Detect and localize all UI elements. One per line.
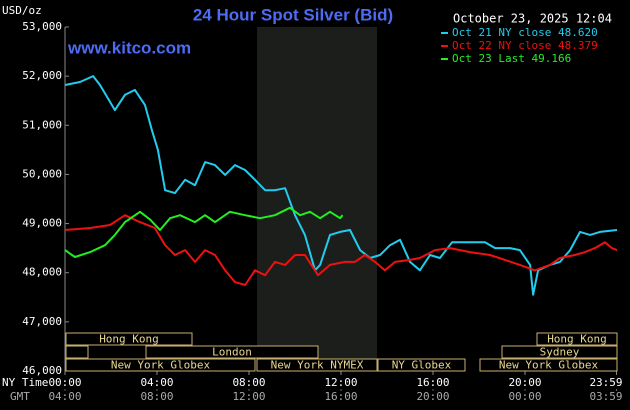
session-box [65, 345, 89, 359]
y-tick-label: 53,000 [22, 20, 62, 33]
legend-label: Oct 23 Last 49.166 [452, 52, 571, 65]
x-tick-label: 23:59 [589, 376, 622, 389]
session-label: Sydney [540, 346, 580, 359]
legend-label: Oct 21 NY close 48.620 [452, 26, 598, 39]
x-tick-label: 04:00 [140, 376, 173, 389]
y-tick-label: 48,000 [22, 266, 62, 279]
x2-tick-label: 20:00 [416, 390, 449, 403]
y-tick-label: 49,000 [22, 217, 62, 230]
y-tick-label: 52,000 [22, 69, 62, 82]
session-label: NY Globex [392, 359, 452, 372]
x-tick-label: 00:00 [48, 376, 81, 389]
x2-tick-label: 03:59 [589, 390, 622, 403]
session-label: Hong Kong [99, 333, 159, 346]
session-box [65, 358, 256, 372]
x2-tick-label: 12:00 [232, 390, 265, 403]
y-axis-label: USD/oz [2, 4, 42, 17]
chart-subtitle: October 23, 2025 12:04 [453, 12, 612, 26]
session-box [145, 345, 319, 359]
x-axis-label: NY Time [2, 376, 48, 389]
x2-tick-label: 00:00 [508, 390, 541, 403]
x-tick-label: 20:00 [508, 376, 541, 389]
session-box [479, 358, 618, 372]
session-label: New York NYMEX [271, 359, 364, 372]
nymex-shade [257, 27, 377, 371]
y-tick-label: 50,000 [22, 167, 62, 180]
series-line [64, 214, 618, 286]
x2-tick-label: 04:00 [48, 390, 81, 403]
y-tick-label: 47,000 [22, 315, 62, 328]
session-label: New York Globex [111, 359, 211, 372]
series-line [64, 206, 344, 258]
session-box [536, 332, 618, 346]
series-line [64, 75, 618, 296]
watermark: www.kitco.com [67, 38, 191, 57]
session-label: London [212, 346, 252, 359]
x2-axis-label: GMT [10, 390, 30, 403]
legend-label: Oct 22 NY close 48.379 [452, 39, 598, 52]
x-tick-label: 08:00 [232, 376, 265, 389]
session-label: New York Globex [499, 359, 599, 372]
session-box [501, 345, 618, 359]
session-box [256, 358, 378, 372]
x2-tick-label: 16:00 [324, 390, 357, 403]
chart-title: 24 Hour Spot Silver (Bid) [193, 5, 393, 24]
x2-tick-label: 08:00 [140, 390, 173, 403]
x-tick-label: 16:00 [416, 376, 449, 389]
session-box [377, 358, 466, 372]
y-tick-label: 46,000 [22, 364, 62, 377]
session-label: Hong Kong [547, 333, 607, 346]
x-tick-label: 12:00 [324, 376, 357, 389]
y-tick-label: 51,000 [22, 118, 62, 131]
session-box [65, 332, 193, 346]
